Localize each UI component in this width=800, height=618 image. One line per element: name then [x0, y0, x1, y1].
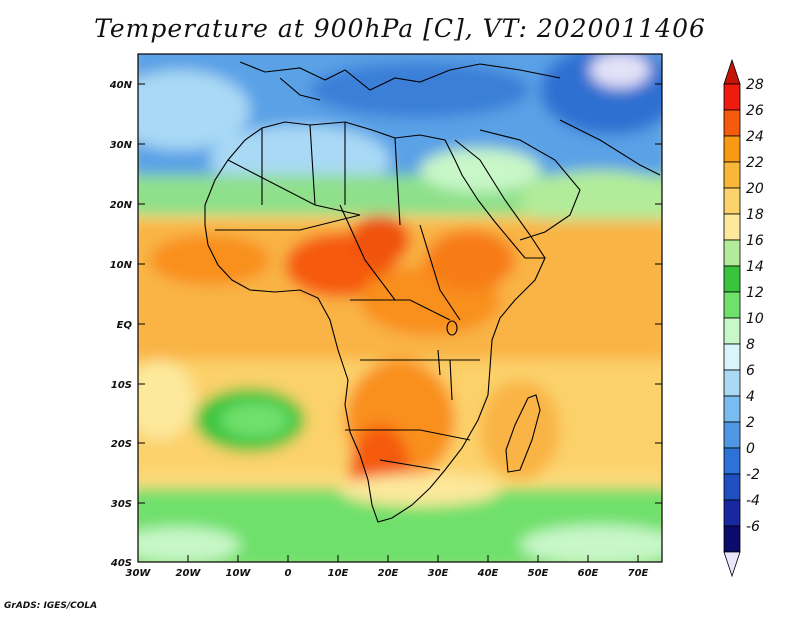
- plot-frame: [137, 53, 663, 563]
- lat-label-30n: 30N: [110, 140, 133, 151]
- lon-label-50e: 50E: [528, 568, 549, 579]
- colorbar-swatch: [723, 499, 741, 527]
- lon-label-10e: 10E: [328, 568, 349, 579]
- colorbar-swatch: [723, 421, 741, 449]
- colorbar-label: 20: [746, 181, 764, 197]
- colorbar-swatch: [723, 239, 741, 267]
- lat-label-40s: 40S: [110, 558, 132, 569]
- lat-label-20s: 20S: [111, 439, 132, 450]
- colorbar-swatch: [723, 525, 741, 553]
- colorbar-swatch: [723, 213, 741, 241]
- colorbar-swatch: [723, 369, 741, 397]
- temperature-field: [138, 54, 662, 562]
- lon-label-30w: 30W: [126, 568, 152, 579]
- lon-label-0: 0: [285, 568, 292, 579]
- lat-label-eq: EQ: [117, 320, 133, 331]
- colorbar-label: -2: [746, 467, 760, 483]
- lon-label-10w: 10W: [226, 568, 252, 579]
- colorbar-label: 6: [746, 363, 755, 379]
- lon-label-20w: 20W: [176, 568, 202, 579]
- colorbar-swatch: [723, 291, 741, 319]
- longitude-axis: 30W 20W 10W 0 10E 20E 30E 40E 50E 60E 70…: [126, 555, 649, 579]
- colorbar-swatch: [723, 109, 741, 137]
- colorbar-label: 16: [746, 233, 764, 249]
- lon-label-40e: 40E: [477, 568, 499, 579]
- colorbar-label: 2: [746, 415, 755, 431]
- colorbar-top-arrow: [723, 58, 741, 85]
- colorbar-swatch: [723, 447, 741, 475]
- grads-credit: GrADS: IGES/COLA: [4, 601, 98, 611]
- lat-label-40n: 40N: [109, 80, 133, 91]
- colorbar-label: 4: [746, 389, 755, 405]
- colorbar-label: 24: [746, 129, 764, 145]
- colorbar-swatch: [723, 343, 741, 371]
- lat-label-30s: 30S: [111, 499, 132, 510]
- colorbar-swatch: [723, 317, 741, 345]
- colorbar-label: 18: [746, 207, 764, 223]
- colorbar-label: 28: [746, 77, 764, 93]
- colorbar-swatch: [723, 83, 741, 111]
- lon-label-20e: 20E: [378, 568, 399, 579]
- colorbar-swatch: [723, 265, 741, 293]
- lon-label-70e: 70E: [628, 568, 649, 579]
- lon-label-60e: 60E: [578, 568, 599, 579]
- coastlines: [204, 61, 661, 523]
- colorbar-label: 0: [746, 441, 755, 457]
- colorbar-label: 26: [746, 103, 764, 119]
- colorbar-label: 22: [746, 155, 764, 171]
- colorbar-label: -6: [746, 519, 760, 535]
- lat-label-10s: 10S: [111, 380, 132, 391]
- colorbar-swatch: [723, 135, 741, 163]
- map-title: Temperature at 900hPa [C], VT: 202001140…: [94, 14, 706, 43]
- colorbar-label: -4: [746, 493, 760, 509]
- colorbar-label: 14: [746, 259, 764, 275]
- lat-label-20n: 20N: [110, 200, 133, 211]
- colorbar-label: 12: [746, 285, 764, 301]
- lat-label-10n: 10N: [110, 260, 133, 271]
- colorbar-label: 8: [746, 337, 755, 353]
- lon-label-30e: 30E: [428, 568, 449, 579]
- colorbar-swatch: [723, 395, 741, 423]
- colorbar-swatch: [723, 473, 741, 501]
- colorbar-swatch: [723, 161, 741, 189]
- latitude-axis: 40N 30N 20N 10N EQ 10S 20S 30S 40S: [109, 80, 662, 569]
- colorbar-label: 10: [746, 311, 764, 327]
- colorbar-bottom-arrow: [723, 551, 741, 578]
- colorbar-swatch: [723, 187, 741, 215]
